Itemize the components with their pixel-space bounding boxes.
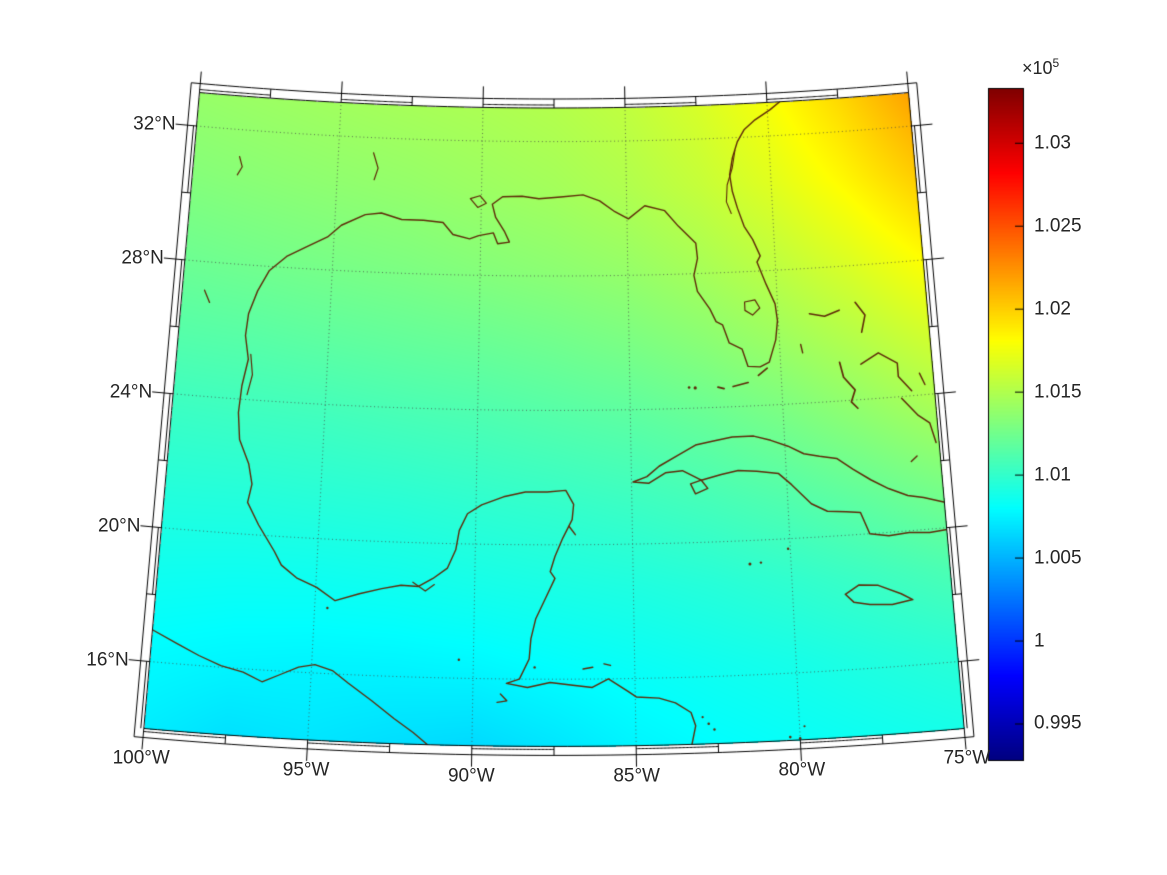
colorbar	[978, 78, 1038, 770]
